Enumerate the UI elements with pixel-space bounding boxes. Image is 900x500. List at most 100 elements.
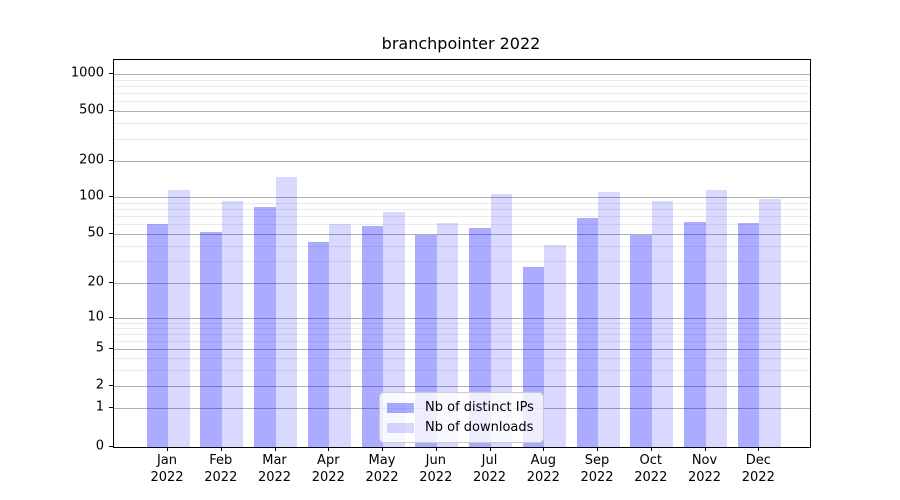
x-tick-label: Jan 2022 xyxy=(135,452,199,486)
y-tick-label: 10 xyxy=(87,309,104,325)
y-tick-mark xyxy=(109,196,113,197)
x-tick-month: Mar xyxy=(262,453,287,468)
bar-downloads xyxy=(436,223,459,447)
gridline-minor xyxy=(114,202,810,204)
bar-distinct-ips xyxy=(737,223,760,447)
x-tick-year: 2022 xyxy=(150,470,184,485)
legend-label-distinct-ips: Nb of distinct IPs xyxy=(425,400,534,415)
x-tick-month: Aug xyxy=(530,453,556,468)
x-tick-year: 2022 xyxy=(472,470,507,485)
bar-downloads xyxy=(651,200,674,447)
gridline-major xyxy=(114,349,810,351)
bar-downloads xyxy=(705,189,727,447)
x-tick-month: Jan xyxy=(156,453,178,468)
x-tick-year: 2022 xyxy=(419,470,453,485)
bar-downloads xyxy=(490,193,512,447)
bar-distinct-ips xyxy=(630,235,652,447)
x-tick-label: Jun 2022 xyxy=(404,452,468,486)
y-tick-mark xyxy=(109,160,113,161)
y-tick-mark xyxy=(109,110,113,111)
legend-entry-distinct-ips: Nb of distinct IPs xyxy=(387,399,534,416)
y-tick-label: 200 xyxy=(79,152,104,168)
gridline-minor xyxy=(114,85,810,87)
x-tick-mark xyxy=(489,447,491,451)
x-tick-label: Sep 2022 xyxy=(565,452,629,486)
bar-distinct-ips xyxy=(576,218,598,447)
gridline-major xyxy=(114,282,810,284)
x-tick-label: Oct 2022 xyxy=(619,452,683,486)
gridline-minor xyxy=(114,327,810,329)
gridline-minor xyxy=(114,341,810,342)
gridline-major xyxy=(114,197,810,198)
bar-downloads xyxy=(598,192,620,447)
x-tick-year: 2022 xyxy=(687,470,722,485)
x-tick-year: 2022 xyxy=(365,470,399,485)
bar-downloads xyxy=(383,212,405,447)
gridline-minor xyxy=(114,216,810,217)
bar-distinct-ips xyxy=(307,242,330,447)
y-tick-mark xyxy=(109,406,113,408)
legend-swatch-distinct-ips xyxy=(387,402,414,413)
gridline-major xyxy=(114,74,810,75)
y-tick-mark xyxy=(109,385,113,386)
bar-distinct-ips xyxy=(200,231,222,447)
legend-label-downloads: Nb of downloads xyxy=(425,420,534,435)
x-tick-year: 2022 xyxy=(634,470,668,485)
x-tick-label: Aug 2022 xyxy=(511,452,575,486)
x-tick-year: 2022 xyxy=(580,470,614,485)
x-tick-mark xyxy=(167,447,168,451)
x-tick-year: 2022 xyxy=(741,470,775,485)
gridline-minor xyxy=(114,208,810,210)
x-tick-month: Nov xyxy=(691,453,718,468)
gridline-minor xyxy=(114,101,810,103)
gridline-minor xyxy=(114,245,810,247)
gridline-minor xyxy=(114,138,810,140)
y-tick-mark xyxy=(109,73,113,74)
x-tick-year: 2022 xyxy=(204,470,238,485)
gridline-major xyxy=(114,234,810,235)
bar-downloads xyxy=(329,224,351,447)
y-tick-mark xyxy=(109,281,113,283)
bar-downloads xyxy=(759,198,781,447)
x-tick-mark xyxy=(597,447,598,451)
x-tick-mark xyxy=(220,447,222,451)
x-tick-label: Dec 2022 xyxy=(726,452,790,486)
x-tick-mark xyxy=(704,447,706,451)
x-tick-year: 2022 xyxy=(526,470,560,485)
x-tick-year: 2022 xyxy=(257,470,292,485)
gridline-minor xyxy=(114,358,810,360)
bar-downloads xyxy=(221,201,244,447)
gridline-minor xyxy=(114,93,810,94)
y-tick-label: 50 xyxy=(87,225,104,241)
x-tick-label: May 2022 xyxy=(350,452,414,486)
bar-distinct-ips xyxy=(146,224,168,447)
y-tick-label: 1000 xyxy=(70,65,104,81)
bar-distinct-ips xyxy=(361,226,383,447)
y-tick-label: 5 xyxy=(95,340,104,356)
bar-distinct-ips xyxy=(254,206,276,447)
legend: Nb of distinct IPs Nb of downloads xyxy=(379,392,544,443)
gridline-major xyxy=(114,386,810,387)
y-tick-label: 20 xyxy=(87,274,104,290)
bar-downloads xyxy=(275,176,297,447)
x-tick-month: Jun xyxy=(425,453,446,468)
x-tick-month: Jul xyxy=(481,453,498,468)
x-tick-label: Apr 2022 xyxy=(296,452,360,486)
x-tick-mark xyxy=(543,447,545,451)
gridline-minor xyxy=(114,334,810,335)
x-tick-month: Dec xyxy=(745,453,771,468)
y-tick-mark xyxy=(109,446,113,447)
x-tick-label: Feb 2022 xyxy=(189,452,253,486)
y-tick-mark xyxy=(109,233,113,234)
x-tick-mark xyxy=(274,447,276,451)
x-tick-mark xyxy=(435,447,437,451)
y-tick-label: 1 xyxy=(95,399,104,415)
y-tick-label: 500 xyxy=(79,102,104,118)
x-tick-month: Oct xyxy=(639,453,663,468)
legend-swatch-downloads xyxy=(387,422,414,433)
y-tick-label: 0 xyxy=(95,438,104,454)
gridline-major xyxy=(114,161,810,162)
plot-area: Nb of distinct IPs Nb of downloads xyxy=(113,59,811,448)
x-tick-mark xyxy=(328,447,330,451)
y-tick-label: 2 xyxy=(95,377,104,393)
